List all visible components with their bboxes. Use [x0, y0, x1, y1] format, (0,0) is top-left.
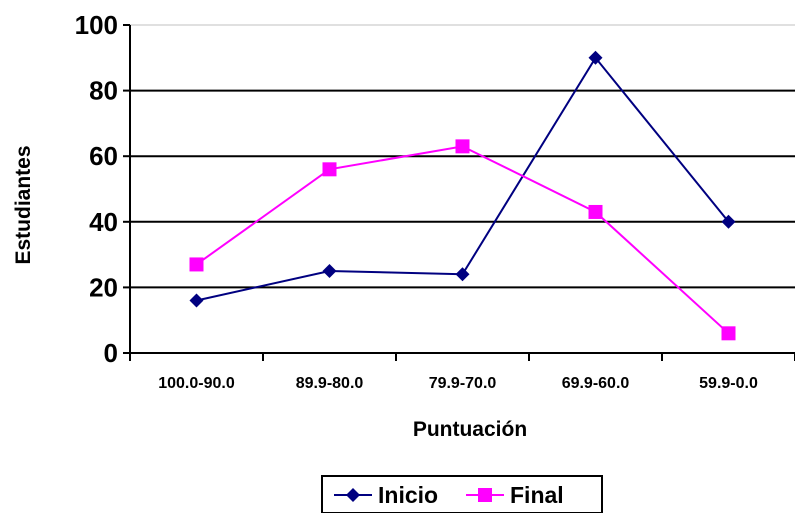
point-final-4 — [721, 326, 736, 341]
x-axis-title: Puntuación — [413, 418, 527, 441]
point-inicio-0 — [189, 293, 204, 308]
point-final-2 — [455, 139, 470, 154]
x-tick-label-0: 100.0-90.0 — [158, 375, 235, 392]
series-line-inicio — [196, 56, 730, 302]
y-tick-label-20: 20 — [89, 272, 118, 302]
series-final — [189, 139, 736, 341]
y-tick-label-40: 40 — [89, 207, 118, 237]
x-tick-label-3: 69.9-60.0 — [562, 375, 630, 392]
x-tick-label-4: 59.9-0.0 — [699, 375, 758, 392]
y-tick-label-100: 100 — [75, 10, 118, 40]
y-tick-label-0: 0 — [104, 338, 118, 368]
legend-label-inicio: Inicio — [378, 482, 438, 508]
series-inicio — [189, 50, 736, 308]
point-final-3 — [588, 204, 603, 219]
y-tick-label-80: 80 — [89, 76, 118, 106]
legend-marker-final — [478, 488, 492, 502]
x-tick-label-2: 79.9-70.0 — [429, 375, 497, 392]
point-inicio-2 — [455, 267, 470, 282]
point-final-1 — [322, 162, 337, 177]
y-axis-title: Estudiantes — [12, 145, 35, 264]
point-final-0 — [189, 257, 204, 272]
point-inicio-1 — [322, 264, 337, 278]
point-inicio-3 — [588, 50, 603, 65]
x-tick-label-1: 89.9-80.0 — [296, 375, 364, 392]
legend-label-final: Final — [510, 482, 564, 508]
y-tick-label-60: 60 — [89, 141, 118, 171]
legend-marker-inicio — [346, 488, 360, 502]
legend: Inicio Final — [321, 475, 603, 514]
legend-box — [321, 475, 603, 514]
series-line-final — [195, 145, 730, 335]
point-inicio-4 — [721, 214, 736, 229]
